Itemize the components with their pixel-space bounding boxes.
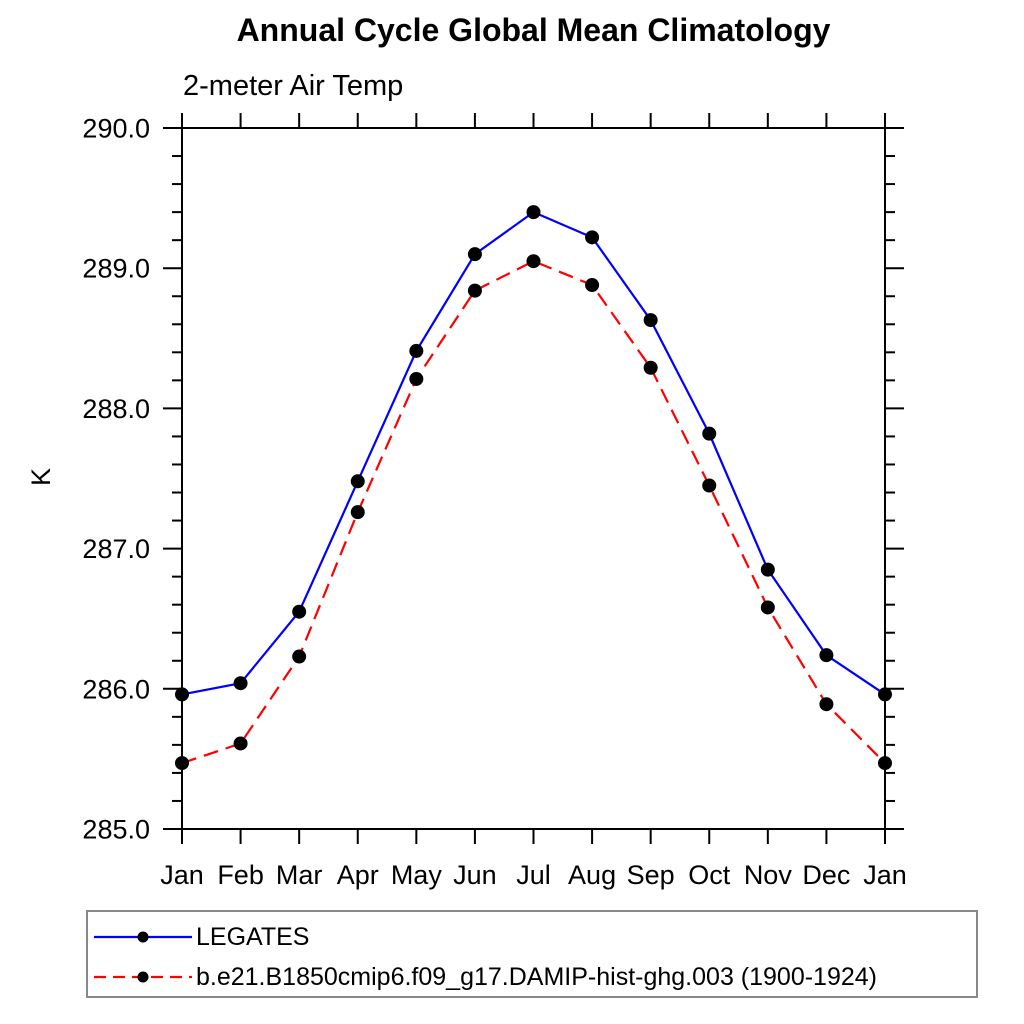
x-tick-label: Jun: [453, 860, 497, 890]
legend-item-legates: LEGATES: [92, 923, 976, 951]
data-point: [585, 278, 600, 293]
data-point: [702, 478, 717, 493]
data-point: [467, 283, 482, 298]
data-point: [233, 676, 248, 691]
legend-label-model: b.e21.B1850cmip6.f09_g17.DAMIP-hist-ghg.…: [196, 962, 877, 991]
data-point: [760, 562, 775, 577]
data-point: [819, 648, 834, 663]
x-tick-label: Dec: [802, 860, 850, 890]
y-tick-label: 286.0: [82, 674, 150, 704]
series-line-1: [181, 259, 886, 765]
data-point: [819, 697, 834, 712]
y-axis: 285.0 286.0 287.0 288.0 289.0 290.0 K: [26, 114, 904, 845]
data-point: [233, 736, 248, 751]
data-point: [175, 687, 189, 702]
y-tick-label: 287.0: [82, 534, 150, 564]
plot-box: [181, 127, 886, 830]
series-line-0: [181, 210, 886, 696]
y-tick-label: 288.0: [82, 394, 150, 424]
data-point: [878, 756, 892, 771]
y-tick-label: 290.0: [82, 114, 150, 144]
data-point: [292, 649, 307, 664]
legend-label-legates: LEGATES: [196, 922, 310, 951]
data-point: [702, 426, 717, 441]
data-point: [350, 474, 365, 489]
data-point: [526, 254, 541, 269]
legend-line-sample-legates: [94, 931, 192, 943]
data-point: [350, 505, 365, 520]
x-tick-label: Jul: [516, 860, 551, 890]
data-point: [643, 360, 658, 375]
legend-item-model: b.e21.B1850cmip6.f09_g17.DAMIP-hist-ghg.…: [92, 963, 976, 991]
legend-marker-1: [137, 971, 149, 983]
data-point: [409, 343, 424, 358]
chart-subtitle: 2-meter Air Temp: [183, 70, 404, 102]
x-tick-label: Feb: [217, 860, 264, 890]
legend-marker-0: [137, 931, 149, 943]
data-point: [409, 371, 424, 386]
x-tick-label: Mar: [276, 860, 323, 890]
data-point: [760, 600, 775, 615]
legend-line-sample-model: [94, 971, 192, 983]
data-point: [643, 313, 658, 328]
x-tick-label: Oct: [688, 860, 731, 890]
data-point: [292, 604, 307, 619]
data-point: [467, 247, 482, 262]
x-tick-label: Nov: [744, 860, 793, 890]
y-axis-title: K: [26, 468, 56, 486]
y-tick-label: 285.0: [82, 815, 150, 845]
x-tick-label: Jan: [863, 860, 907, 890]
x-tick-label: Sep: [627, 860, 675, 890]
x-tick-label: Apr: [337, 860, 379, 890]
x-tick-label: Jan: [160, 860, 204, 890]
x-axis: Jan Feb Mar Apr May Jun Jul Aug Sep Oct Nov Dec Jan: [160, 113, 907, 890]
legend-box: LEGATES b.e21.B1850cmip6.f09_g17.DAMIP-h…: [86, 910, 978, 998]
series-markers-1: [175, 254, 892, 771]
data-point: [585, 230, 600, 245]
data-point: [878, 687, 892, 702]
data-point: [175, 756, 189, 771]
x-tick-label: May: [391, 860, 443, 890]
x-tick-label: Aug: [568, 860, 616, 890]
y-tick-label: 289.0: [82, 254, 150, 284]
data-point: [526, 205, 541, 220]
series-markers-0: [175, 205, 892, 702]
chart-title: Annual Cycle Global Mean Climatology: [236, 12, 831, 48]
